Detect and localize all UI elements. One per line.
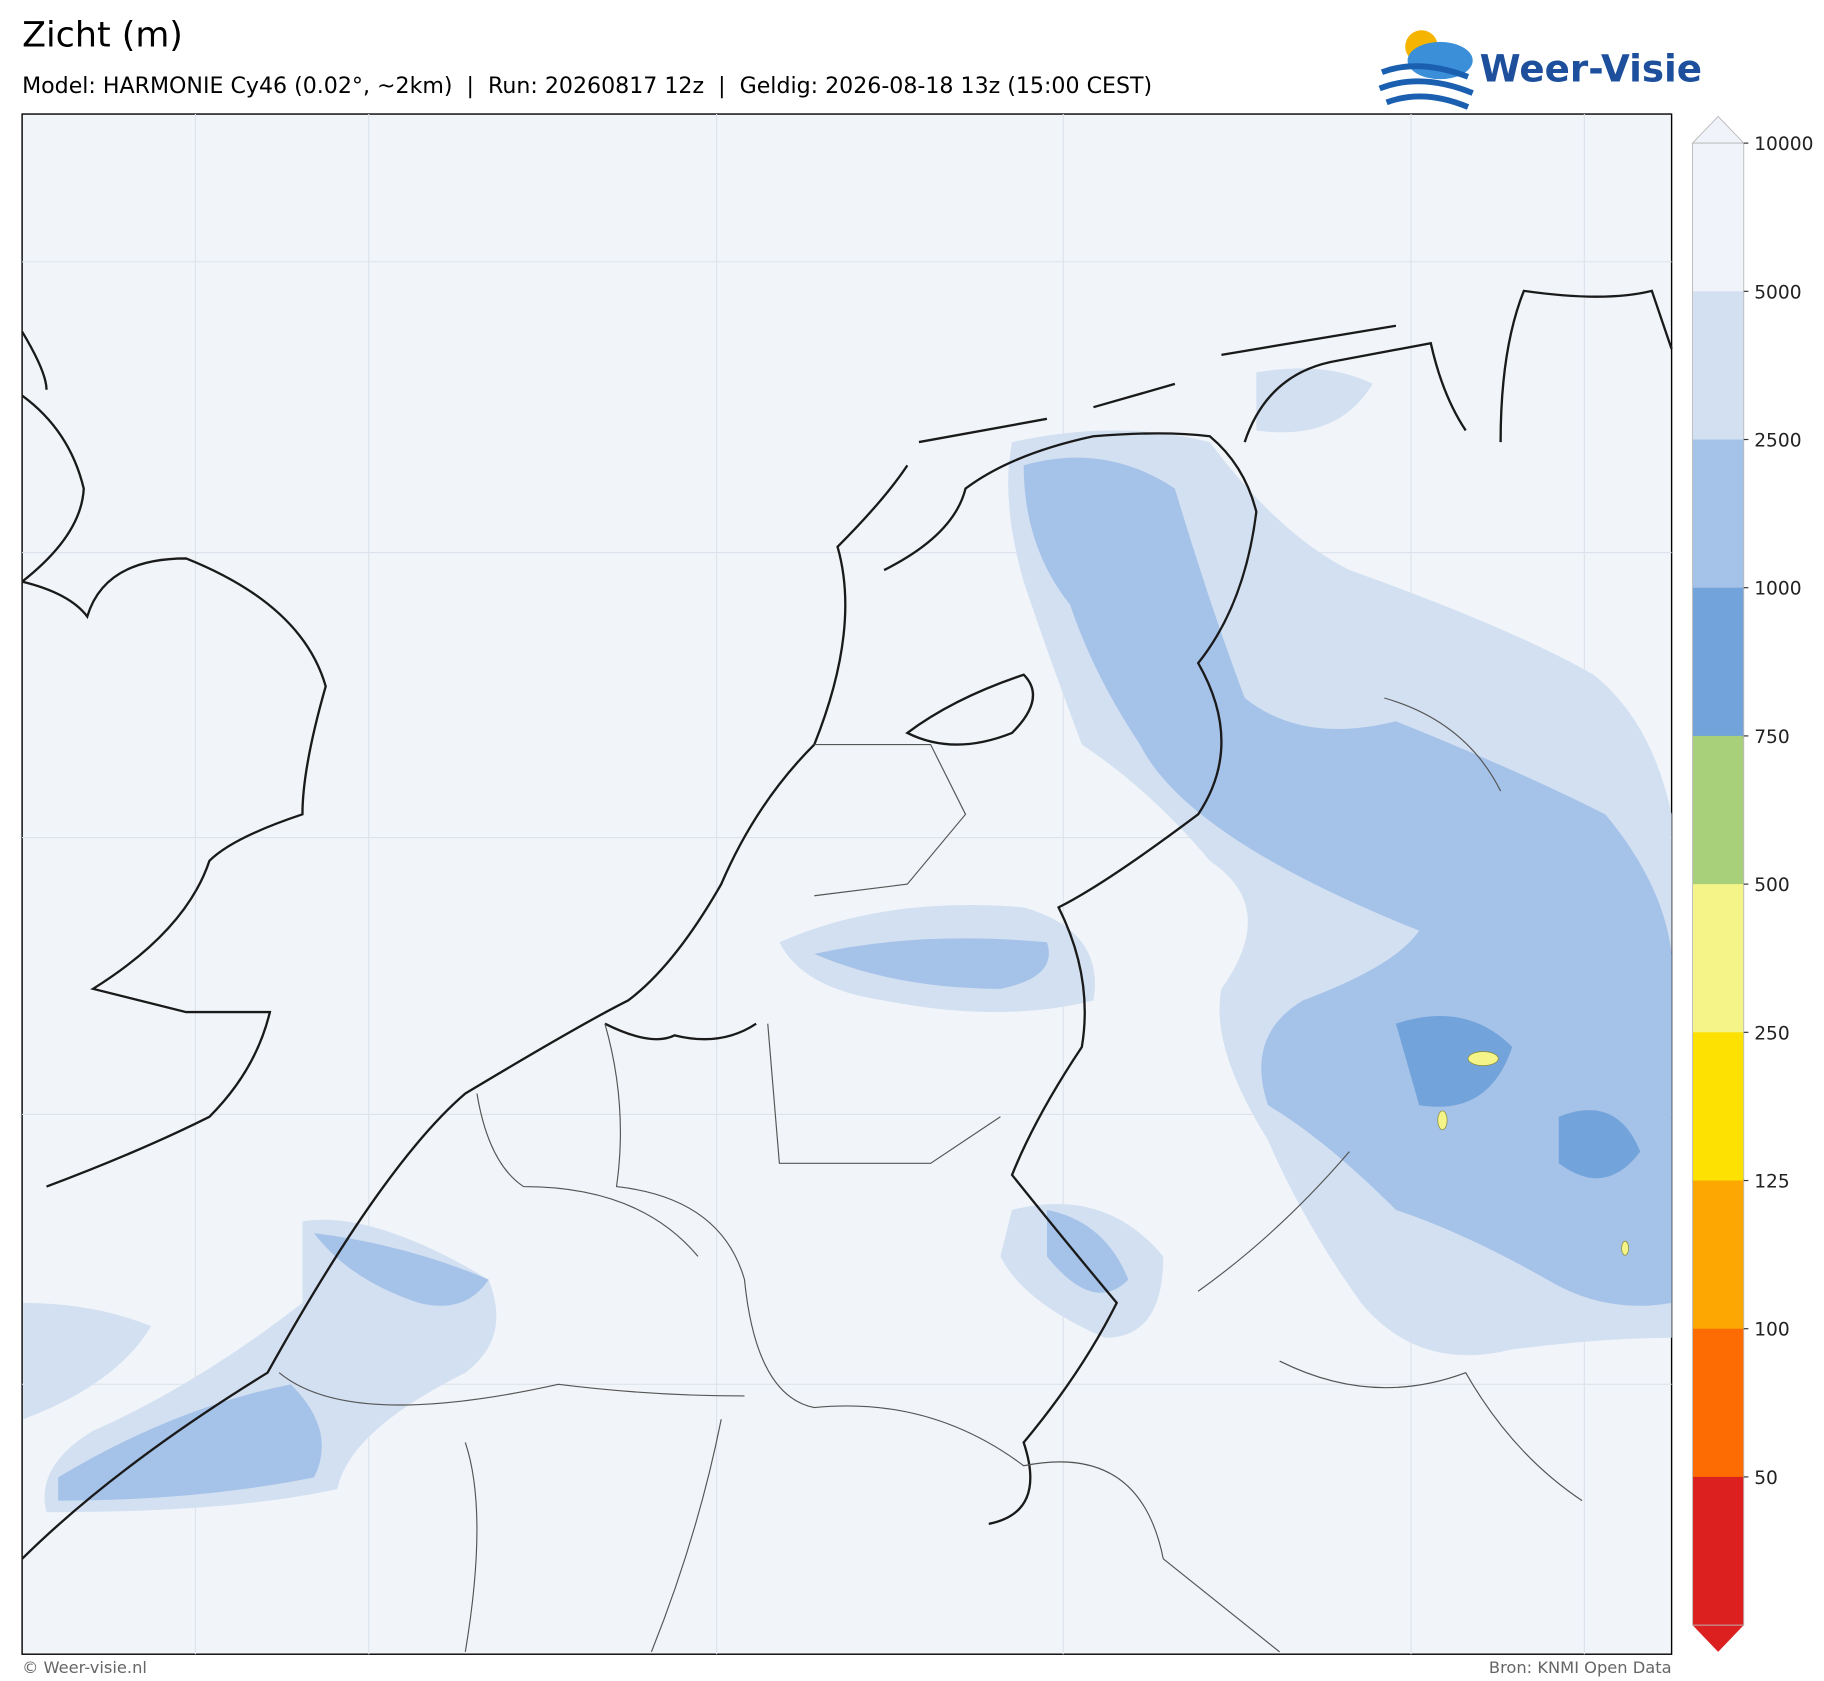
footer-left: © Weer-visie.nl [22,1658,147,1677]
colorbar-segment [1692,291,1744,441]
colorbar-tick-label: 10000 [1754,134,1813,155]
title: Zicht (m) [22,16,183,56]
colorbar-segment [1692,439,1744,589]
map [21,113,1673,1655]
colorbar-tick-label: 5000 [1754,282,1801,303]
colorbar-tick-label: 2500 [1754,431,1801,452]
colorbar-segment [1692,587,1744,737]
colorbar-tick-label: 1000 [1754,579,1801,600]
footer-right: Bron: KNMI Open Data [1489,1658,1672,1677]
colorbar-tick-label: 125 [1754,1172,1790,1193]
colorbar: 10000 5000 2500 1000 750 500 250 125 100 50 [1691,115,1813,1652]
colorbar-segment [1692,1328,1744,1478]
logo-text: Weer-Visie [1480,46,1702,90]
colorbar-extend-top [1691,115,1745,144]
subtitle: Model: HARMONIE Cy46 (0.02°, ~2km) | Run… [22,73,1152,99]
colorbar-tick-label: 750 [1754,727,1790,748]
colorbar-tick-label: 250 [1754,1023,1790,1044]
colorbar-segment [1692,1476,1744,1626]
logo: Weer-Visie [1378,30,1702,110]
colorbar-tick-label: 100 [1754,1320,1790,1341]
colorbar-segment [1692,143,1744,292]
colorbar-tick-label: 50 [1754,1468,1778,1489]
colorbar-segment [1692,1180,1744,1330]
colorbar-tick-label: 500 [1754,875,1790,896]
colorbar-extend-bottom [1692,1625,1744,1652]
colorbar-segment [1692,1032,1744,1182]
colorbar-segment [1692,735,1744,885]
colorbar-segment [1692,884,1744,1033]
